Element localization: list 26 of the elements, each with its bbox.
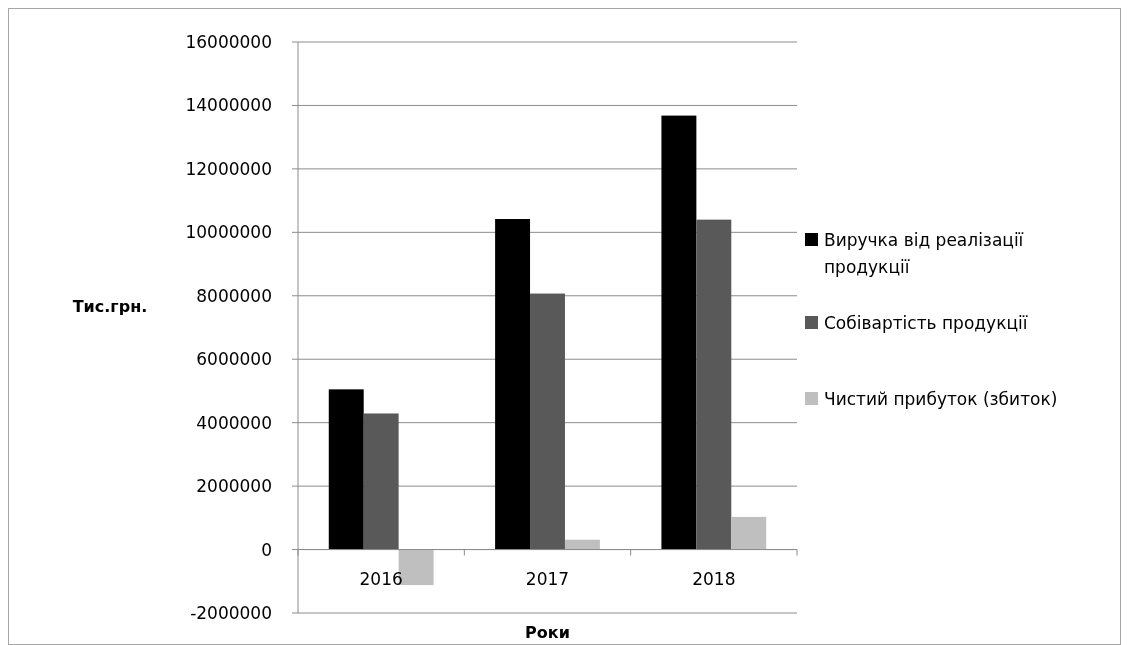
legend-label: Собівартість продукції	[824, 312, 1028, 333]
y-tick-label: 0	[261, 539, 272, 560]
legend-label: Виручка від реалізації продукції	[824, 229, 1024, 278]
y-tick-label: 4000000	[196, 412, 272, 433]
y-tick-label: 16000000	[185, 31, 272, 52]
x-tick-label: 2017	[525, 568, 570, 589]
bar	[696, 219, 732, 550]
bar	[564, 539, 600, 550]
bar	[495, 219, 531, 550]
y-tick-label: -2000000	[190, 602, 272, 623]
y-tick-label: 12000000	[185, 158, 272, 179]
bar	[530, 293, 565, 550]
y-tick-label: 10000000	[185, 222, 272, 243]
bar	[363, 413, 399, 550]
bar	[731, 516, 767, 550]
y-tick-label: 2000000	[196, 476, 272, 497]
x-tick-label: 2018	[692, 568, 736, 589]
y-tick-label: 6000000	[196, 349, 272, 370]
y-axis-title: Тис.грн.	[72, 297, 148, 316]
legend-label: Чистий прибуток (збиток)	[824, 388, 1058, 409]
bar	[328, 389, 364, 550]
bar	[661, 115, 697, 550]
y-tick-label: 14000000	[185, 95, 272, 116]
y-tick-label: 8000000	[196, 285, 272, 306]
x-axis-title: Роки	[525, 623, 570, 642]
x-tick-label: 2016	[359, 568, 403, 589]
